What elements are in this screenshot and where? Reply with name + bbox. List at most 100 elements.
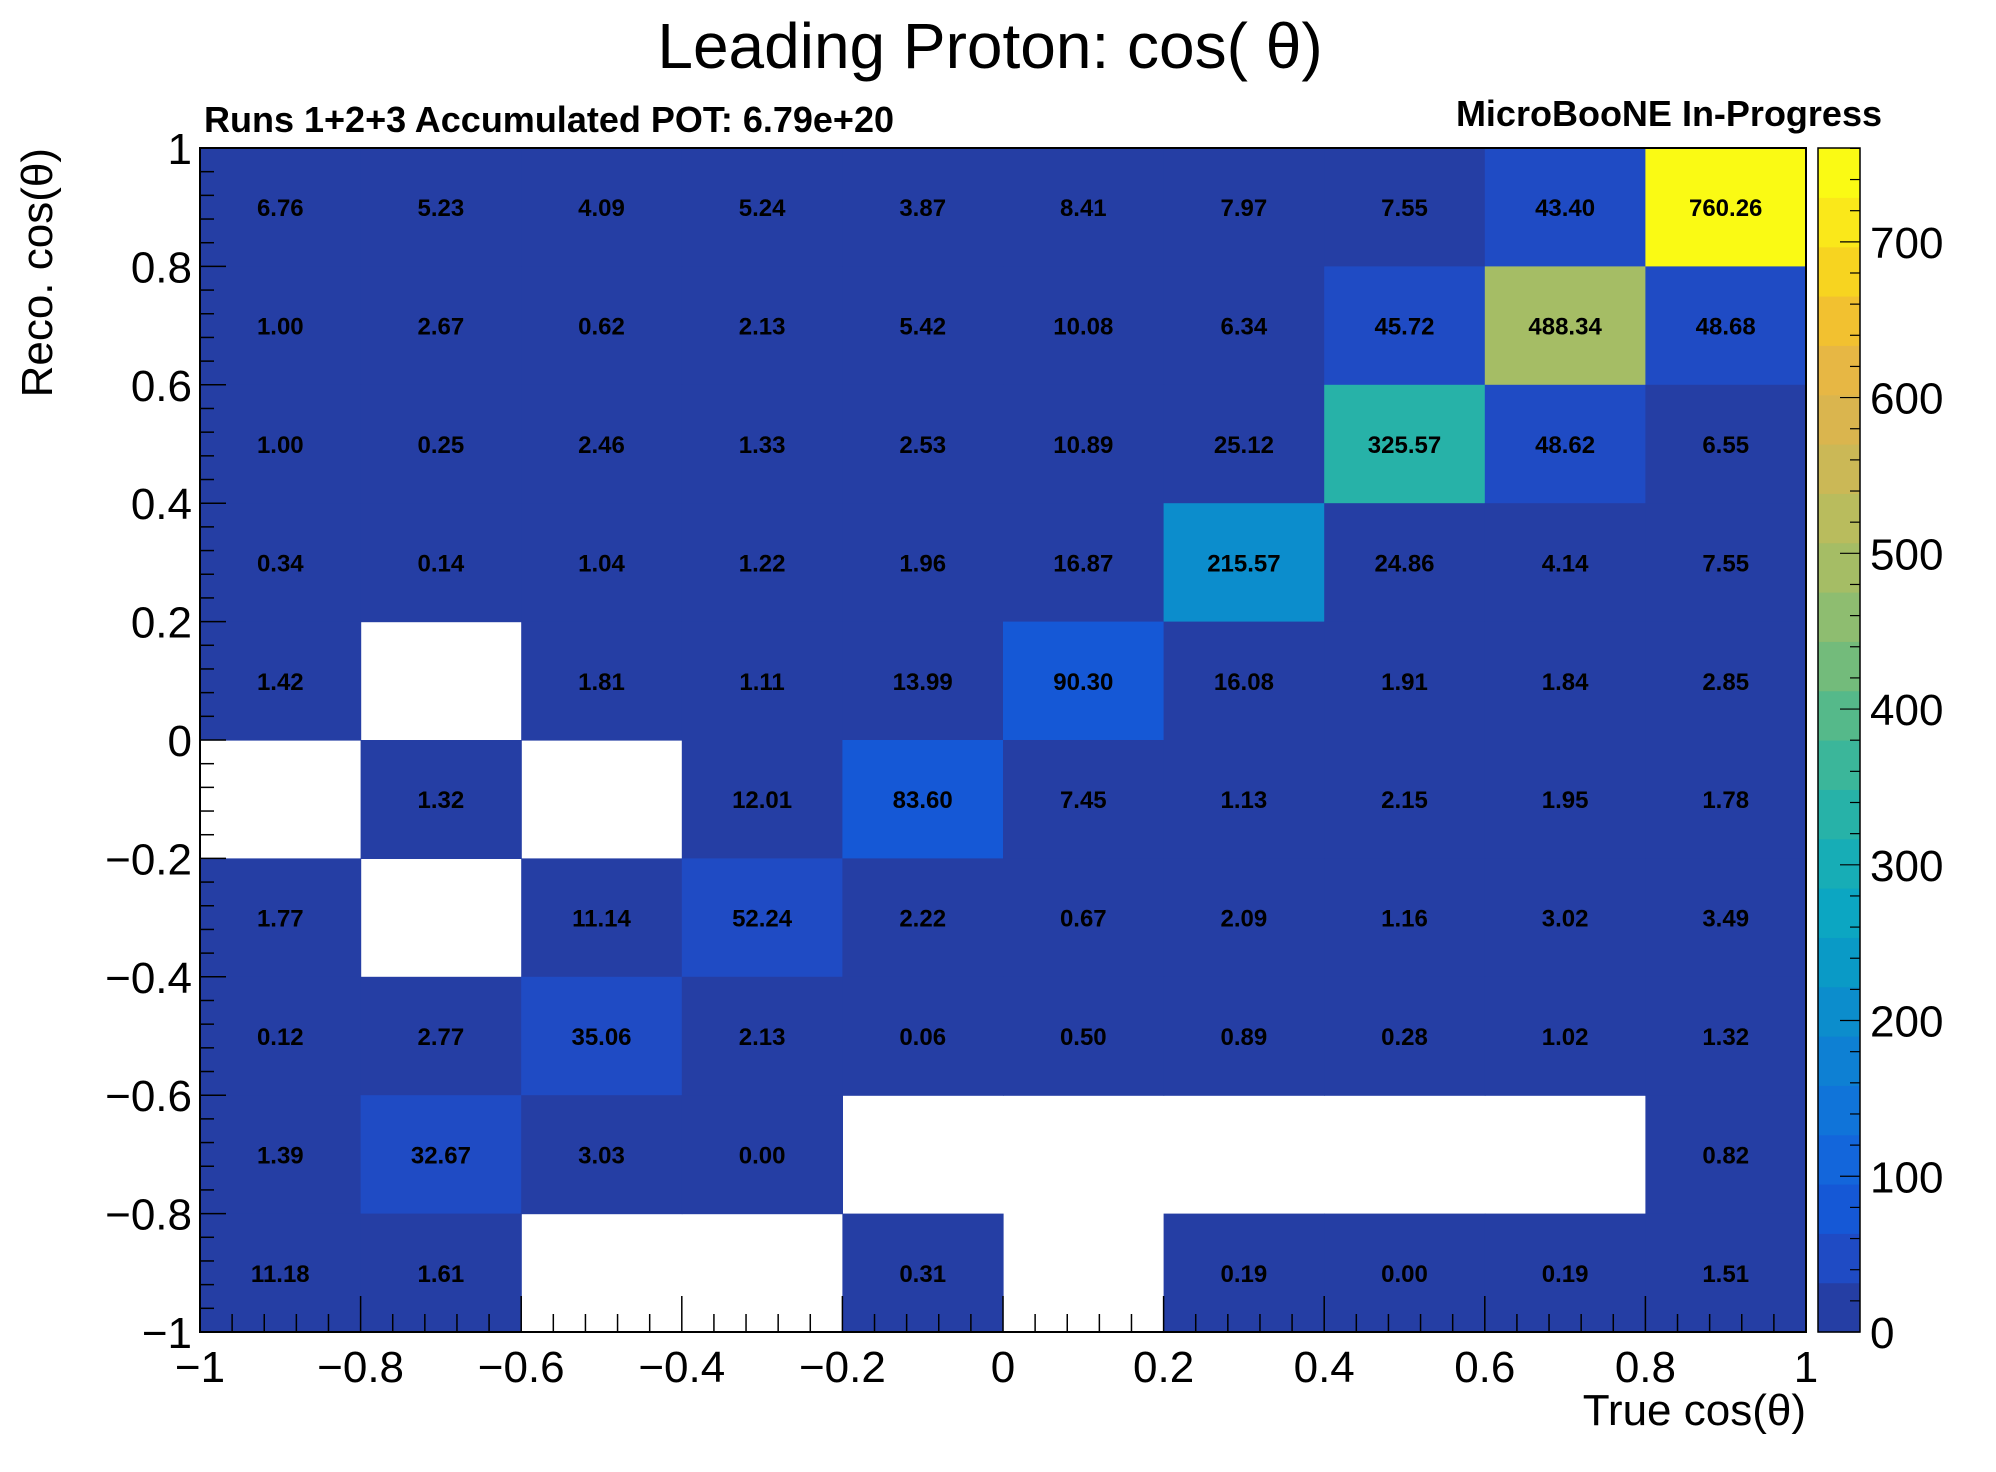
cell-value-label: 3.49 <box>1702 906 1749 933</box>
colorbar-tick-label: 300 <box>1870 842 1943 891</box>
colorbar-segment <box>1818 937 1860 988</box>
x-tick-label: −0.2 <box>799 1343 886 1392</box>
heatmap-cell <box>521 976 683 1096</box>
heatmap-cell <box>842 976 1004 1096</box>
heatmap-cell <box>1003 266 1165 386</box>
cell-value-label: 6.76 <box>257 195 304 222</box>
heatmap-cell <box>842 503 1004 623</box>
x-tick-label: −0.6 <box>478 1343 565 1392</box>
heatmap-cell <box>1645 976 1807 1096</box>
cell-value-label: 11.18 <box>251 1261 310 1288</box>
cell-value-label: 5.23 <box>418 195 465 222</box>
heatmap-cell <box>1645 621 1807 741</box>
heatmap-cell <box>521 858 683 978</box>
axes: −1 −0.8 −0.6 −0.4 −0.2 0 0.2 0.4 0.6 0.8 1 −1 −0.8 −0… <box>105 125 1818 1392</box>
experiment-label: MicroBooNE In-Progress <box>1456 93 1882 134</box>
heatmap-cell <box>1324 384 1486 504</box>
colorbar-segment <box>1818 197 1860 248</box>
cell-value-label: 1.16 <box>1381 906 1428 933</box>
heatmap-cell <box>360 148 522 267</box>
cell-value-label: 1.95 <box>1542 787 1589 814</box>
cell-value-label: 1.00 <box>257 314 304 341</box>
x-axis-label: True cos(θ) <box>1583 1386 1806 1435</box>
y-tick-label: 1 <box>168 125 192 174</box>
heatmap-cell <box>1003 503 1165 623</box>
heatmap-cell <box>360 1095 522 1215</box>
cell-value-label: 0.34 <box>257 550 304 577</box>
heatmap-cell <box>1324 976 1486 1096</box>
cell-value-label: 48.62 <box>1535 432 1595 459</box>
y-tick-label: −0.6 <box>105 1072 192 1121</box>
heatmap-cell <box>200 503 362 623</box>
cell-value-label: 6.55 <box>1702 432 1749 459</box>
cell-value-label: 83.60 <box>893 787 953 814</box>
cell-value-label: 52.24 <box>732 906 793 933</box>
colorbar-segment <box>1818 148 1860 198</box>
heatmap-cell <box>681 1095 843 1215</box>
colorbar: 0 100 200 300 400 500 600 700 <box>1817 147 1943 1358</box>
y-tick-label: −0.8 <box>105 1191 192 1240</box>
heatmap-cell <box>360 976 522 1096</box>
y-tick-label: −0.2 <box>105 835 192 884</box>
cell-value-label: 0.62 <box>578 314 625 341</box>
heatmap-cell <box>1163 503 1325 623</box>
heatmap-cell <box>1003 621 1165 741</box>
heatmap-cell <box>1003 976 1165 1096</box>
colorbar-segment <box>1818 789 1860 840</box>
cell-value-label: 1.91 <box>1381 669 1428 696</box>
heatmap-cell-labels: 6.76 5.23 4.09 5.24 3.87 8.41 7.97 7.55 43.40 760… <box>251 195 1762 1288</box>
heatmap-cell <box>1003 858 1165 978</box>
cell-value-label: 3.02 <box>1542 906 1589 933</box>
colorbar-tick-label: 400 <box>1870 686 1943 735</box>
cell-value-label: 4.09 <box>578 195 625 222</box>
heatmap-cell <box>1003 148 1165 267</box>
cell-value-label: 1.22 <box>739 550 786 577</box>
heatmap-cell <box>842 384 1004 504</box>
heatmap-cell <box>1163 858 1325 978</box>
cell-value-label: 2.22 <box>899 906 946 933</box>
cell-value-label: 1.81 <box>578 669 625 696</box>
colorbar-segment <box>1818 493 1860 544</box>
cell-value-label: 1.39 <box>257 1142 304 1169</box>
cell-value-label: 7.97 <box>1221 195 1268 222</box>
cell-value-label: 7.55 <box>1702 550 1749 577</box>
colorbar-segment <box>1818 345 1860 396</box>
heatmap-cell <box>1163 621 1325 741</box>
cell-value-label: 5.24 <box>739 195 786 222</box>
heatmap-cell <box>360 266 522 386</box>
colorbar-segment <box>1818 444 1860 494</box>
cell-value-label: 0.12 <box>257 1024 304 1051</box>
cell-value-label: 45.72 <box>1374 314 1434 341</box>
cell-value-label: 1.33 <box>739 432 786 459</box>
heatmap-cell <box>1645 148 1807 267</box>
colorbar-segment <box>1818 542 1860 593</box>
cell-value-label: 4.14 <box>1542 550 1589 577</box>
chart-title: Leading Proton: cos( θ) <box>657 10 1322 82</box>
cell-value-label: 0.00 <box>1381 1261 1428 1288</box>
heatmap-cell <box>360 1213 522 1333</box>
cell-value-label: 0.25 <box>418 432 465 459</box>
cell-value-label: 8.41 <box>1060 195 1107 222</box>
cell-value-label: 2.53 <box>899 432 946 459</box>
heatmap-cell <box>1645 1095 1807 1215</box>
cell-value-label: 2.77 <box>418 1024 465 1051</box>
heatmap-cell <box>521 503 683 623</box>
heatmap-cell <box>1484 148 1646 267</box>
cell-value-label: 0.19 <box>1542 1261 1589 1288</box>
cell-value-label: 1.84 <box>1542 669 1589 696</box>
x-tick-label: 0.8 <box>1615 1343 1676 1392</box>
heatmap-cell <box>842 621 1004 741</box>
heatmap-cell <box>681 148 843 267</box>
heatmap-cell <box>200 976 362 1096</box>
cell-value-label: 13.99 <box>893 669 953 696</box>
cell-value-label: 0.14 <box>418 550 465 577</box>
cell-value-label: 12.01 <box>732 787 792 814</box>
colorbar-segment <box>1818 690 1860 741</box>
colorbar-segment <box>1818 592 1860 642</box>
heatmap-cell <box>1324 858 1486 978</box>
heatmap-cell <box>360 503 522 623</box>
cell-value-label: 11.14 <box>572 906 631 933</box>
cell-value-label: 2.67 <box>418 314 465 341</box>
heatmap-cell <box>1484 384 1646 504</box>
